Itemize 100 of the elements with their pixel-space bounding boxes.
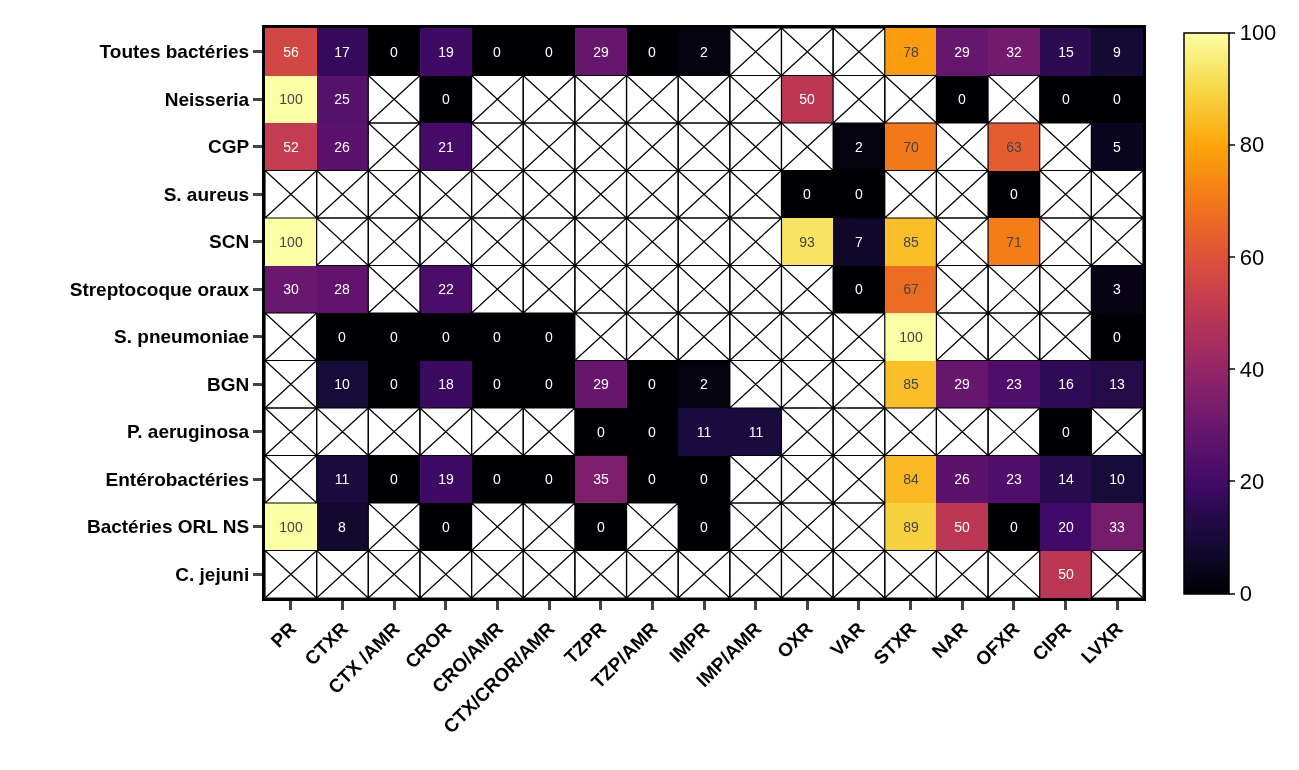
- data-label: 84: [903, 470, 919, 487]
- data-label: 0: [648, 470, 657, 487]
- data-label: 0: [390, 43, 399, 60]
- data-label: 20: [1058, 518, 1074, 535]
- data-label: 93: [799, 233, 815, 250]
- data-label: 29: [593, 375, 609, 392]
- data-label: 0: [493, 375, 502, 392]
- y-tick-label: Streptocoque oraux: [69, 278, 250, 300]
- data-label: 9: [1113, 43, 1122, 60]
- color-bar-label: 60: [1239, 244, 1265, 270]
- data-label: 52: [283, 138, 299, 155]
- y-tick-label: C. jejuni: [175, 563, 250, 585]
- data-label: 0: [855, 185, 864, 202]
- data-label: 0: [803, 185, 812, 202]
- data-label: 11: [748, 423, 764, 440]
- data-label: 63: [1006, 138, 1022, 155]
- y-tick-label: S. aureus: [163, 183, 250, 205]
- y-tick-label: Neisseria: [164, 88, 250, 110]
- data-label: 10: [334, 375, 350, 392]
- data-label: 0: [390, 470, 399, 487]
- data-label: 30: [283, 280, 299, 297]
- data-label: 18: [438, 375, 454, 392]
- color-bar-label: 100: [1239, 20, 1277, 46]
- data-label: 26: [954, 470, 970, 487]
- data-label: 100: [279, 90, 303, 107]
- data-label: 7: [855, 233, 864, 250]
- y-tick-label: CGP: [208, 136, 250, 158]
- data-label: 35: [593, 470, 609, 487]
- y-tick-label: BGN: [206, 373, 250, 395]
- data-label: 0: [442, 328, 451, 345]
- y-tick-label: S. pneumoniae: [114, 326, 250, 348]
- data-label: 0: [390, 328, 399, 345]
- color-bar-label: 0: [1239, 581, 1252, 607]
- data-label: 8: [338, 518, 347, 535]
- x-tick-label: PR: [266, 617, 301, 652]
- y-tick-label: Entérobactéries: [105, 468, 250, 490]
- data-label: 0: [597, 518, 606, 535]
- data-label: 29: [954, 375, 970, 392]
- data-label: 0: [700, 518, 709, 535]
- data-label: 0: [1113, 90, 1122, 107]
- data-label: 0: [545, 470, 554, 487]
- color-bar-label: 40: [1239, 356, 1265, 382]
- data-label: 33: [1109, 518, 1125, 535]
- y-tick-label: P. aeruginosa: [127, 421, 250, 443]
- data-label: 0: [442, 90, 451, 107]
- data-label: 56: [283, 43, 299, 60]
- data-label: 2: [700, 43, 709, 60]
- data-label: 0: [545, 43, 554, 60]
- data-label: 32: [1006, 43, 1022, 60]
- color-bar-label: 20: [1239, 469, 1265, 494]
- data-label: 0: [442, 518, 451, 535]
- data-label: 67: [903, 280, 919, 297]
- data-label: 0: [958, 90, 967, 107]
- data-label: 19: [438, 43, 454, 60]
- data-label: 100: [279, 518, 303, 535]
- data-label: 0: [648, 43, 657, 60]
- y-tick-label: SCN: [209, 231, 250, 253]
- data-label: 29: [593, 43, 609, 60]
- data-label: 78: [903, 43, 919, 60]
- data-label: 0: [493, 328, 502, 345]
- data-label: 85: [903, 375, 919, 392]
- data-label: 0: [1062, 423, 1071, 440]
- data-label: 19: [438, 470, 454, 487]
- data-label: 50: [1058, 565, 1074, 582]
- data-label: 0: [648, 375, 657, 392]
- data-label: 2: [700, 375, 709, 392]
- data-label: 100: [279, 233, 303, 250]
- data-label: 0: [700, 470, 709, 487]
- data-label: 0: [493, 43, 502, 60]
- data-label: 17: [334, 43, 350, 60]
- data-label: 0: [390, 375, 399, 392]
- data-label: 10: [1109, 470, 1125, 487]
- data-label: 25: [334, 90, 350, 107]
- data-label: 23: [1006, 470, 1022, 487]
- color-bar-label: 80: [1239, 132, 1265, 158]
- data-label: 0: [338, 328, 347, 345]
- data-label: 70: [903, 138, 919, 155]
- data-label: 0: [1113, 328, 1122, 345]
- data-label: 23: [1006, 375, 1022, 392]
- data-label: 0: [1010, 518, 1019, 535]
- data-label: 3: [1113, 280, 1122, 297]
- data-label: 29: [954, 43, 970, 60]
- data-label: 89: [903, 518, 919, 535]
- x-tick-label: VAR: [826, 617, 869, 661]
- data-label: 85: [903, 233, 919, 250]
- data-label: 2: [855, 138, 864, 155]
- data-label: 16: [1058, 375, 1074, 392]
- data-label: 0: [545, 375, 554, 392]
- data-label: 14: [1058, 470, 1074, 487]
- data-label: 28: [334, 280, 350, 297]
- data-label: 11: [334, 470, 350, 487]
- data-label: 100: [899, 328, 923, 345]
- data-label: 0: [648, 423, 657, 440]
- data-label: 0: [545, 328, 554, 345]
- y-tick-label: Bactéries ORL NS: [86, 516, 250, 538]
- data-label: 50: [954, 518, 970, 535]
- data-label: 0: [493, 470, 502, 487]
- data-label: 26: [334, 138, 350, 155]
- data-label: 22: [438, 280, 454, 297]
- data-label: 0: [855, 280, 864, 297]
